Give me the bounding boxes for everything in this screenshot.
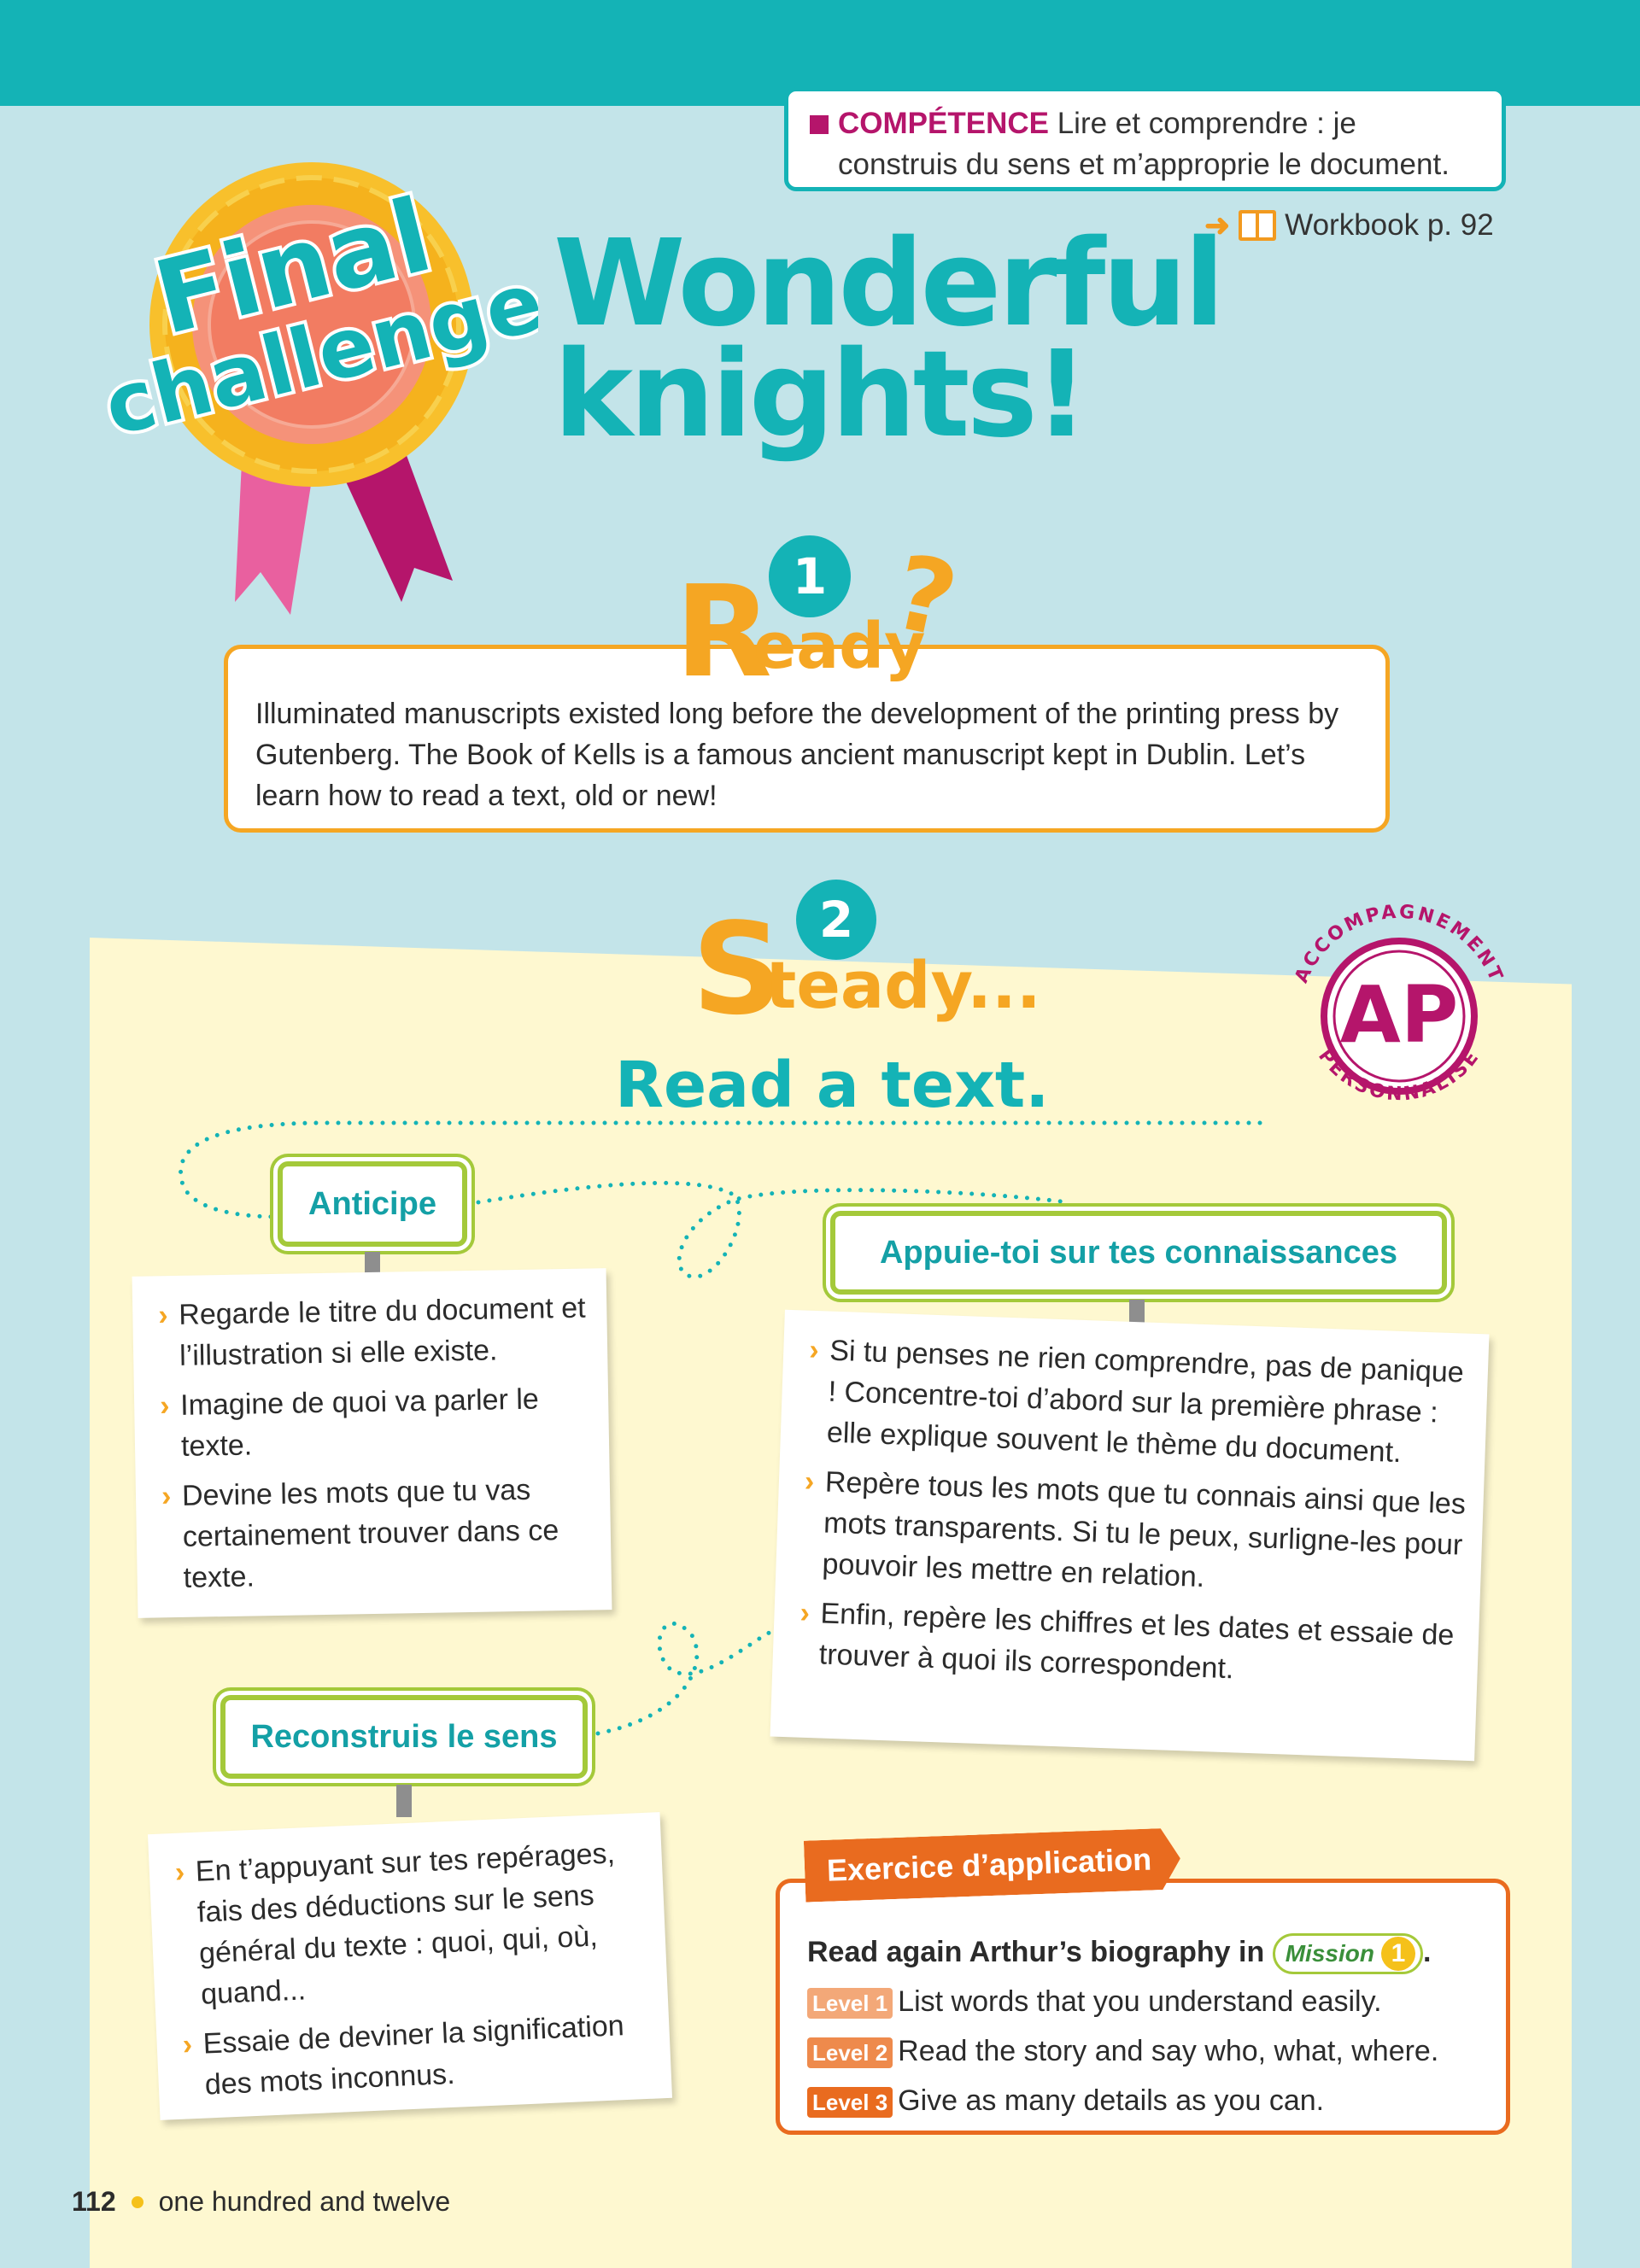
tag-reconstruis: Reconstruis le sens: [220, 1695, 588, 1779]
exercise-intro-line: Read again Arthur’s biography in Mission…: [807, 1927, 1485, 1977]
ready-rest: eady: [753, 610, 926, 683]
page-number-words: one hundred and twelve: [158, 2186, 451, 2217]
workbook-reference[interactable]: ➜ Workbook p. 92: [1204, 208, 1494, 243]
square-bullet-icon: [810, 115, 829, 134]
step-number-1: 1: [769, 535, 851, 617]
exercise-intro: Read again Arthur’s biography in: [807, 1936, 1265, 1968]
arrow-right-icon: ➜: [1204, 208, 1231, 243]
note-appuie: › Si tu penses ne rien comprendre, pas de…: [770, 1309, 1490, 1762]
chevron-right-icon: ›: [181, 2028, 193, 2061]
level-badge: Level 2: [807, 2037, 893, 2069]
ready-question-mark: ?: [883, 533, 967, 662]
mission-label: Mission: [1285, 1940, 1374, 1967]
level-badge: Level 3: [807, 2087, 893, 2119]
exercise-box: Read again Arthur’s biography in Mission…: [776, 1879, 1510, 2135]
level-row: Level 3 Give as many details as you can.: [807, 2076, 1485, 2125]
chevron-right-icon: ›: [799, 1596, 811, 1629]
page-title: Wonderful knights!: [554, 214, 1254, 465]
ready-box: Illuminated manuscripts existed long bef…: [224, 645, 1390, 833]
chevron-right-icon: ›: [808, 1333, 820, 1367]
book-icon: [1239, 210, 1277, 241]
ready-text: Illuminated manuscripts existed long bef…: [255, 698, 1339, 812]
note-item: › Si tu penses ne rien comprendre, pas de…: [805, 1330, 1472, 1476]
competence-text: Lire et comprendre : je construis du sen…: [838, 107, 1450, 181]
ap-letters: AP: [1340, 969, 1459, 1061]
mission-badge[interactable]: Mission 1: [1272, 1933, 1423, 1975]
rosette-icon: [149, 162, 474, 487]
note-item: › Imagine de quoi va parler le texte.: [159, 1382, 540, 1463]
ready-initial: R: [675, 558, 772, 705]
mission-number: 1: [1380, 1937, 1415, 1972]
level-row: Level 1 List words that you understand ea…: [807, 1977, 1485, 2026]
ap-seal: AP ACCOMPAGNEMENT PERSONNALISÉ: [1291, 902, 1504, 1106]
section-subtitle: Read a text.: [615, 1049, 1050, 1122]
steady-initial: S: [692, 896, 783, 1043]
chevron-right-icon: ›: [158, 1299, 169, 1332]
level-row: Level 2 Read the story and say who, what,…: [807, 2026, 1485, 2076]
title-line1: Wonderful: [554, 214, 1225, 354]
level-text: Give as many details as you can.: [898, 2084, 1325, 2117]
tag-appuie: Appuie-toi sur tes connaissances: [830, 1211, 1447, 1295]
note-reconstruis: › En t’appuyant sur tes repérages, fais d…: [147, 1812, 673, 2120]
tag-stem: [1129, 1300, 1145, 1327]
step-number-2: 2: [796, 880, 876, 960]
note-item: › En t’appuyant sur tes repérages, fais d…: [174, 1837, 616, 2011]
steady-heading: 2 S teady...: [692, 880, 1041, 1043]
page-footer: 112 one hundred and twelve: [72, 2186, 450, 2218]
note-item: › Regarde le titre du document et l’illus…: [158, 1291, 586, 1372]
note-anticipe: › Regarde le titre du document et l’illus…: [132, 1268, 612, 1618]
level-text: List words that you understand easily.: [898, 1985, 1382, 2018]
exercise-tab: Exercice d’application: [804, 1827, 1181, 1902]
chevron-right-icon: ›: [159, 1389, 170, 1423]
workbook-label: Workbook p. 92: [1285, 208, 1494, 242]
title-line2: knights!: [554, 325, 1089, 465]
bullet-dot-icon: [131, 2195, 144, 2208]
competence-keyword: COMPÉTENCE: [838, 107, 1049, 140]
chevron-right-icon: ›: [804, 1464, 815, 1499]
page-number: 112: [72, 2186, 116, 2217]
chevron-right-icon: ›: [174, 1856, 186, 1889]
note-item: › Repère tous les mots que tu connais ain…: [801, 1461, 1467, 1607]
chevron-right-icon: ›: [161, 1480, 172, 1513]
tag-stem: [365, 1252, 380, 1277]
note-item: › Enfin, repère les chiffres et les dates…: [798, 1593, 1462, 1698]
ready-heading: 1 R eady ?: [675, 533, 967, 696]
note-item: › Essaie de deviner la signification des …: [181, 2009, 625, 2101]
tag-anticipe: Anticipe: [278, 1161, 467, 1247]
tag-stem: [396, 1785, 412, 1817]
note-item: › Devine les mots que tu vas certainement…: [161, 1473, 559, 1594]
competence-box: COMPÉTENCE Lire et comprendre : je const…: [784, 87, 1506, 191]
steady-rest: teady...: [765, 947, 1041, 1023]
final-challenge-badge: Final challenge: [91, 162, 538, 615]
level-badge: Level 1: [807, 1988, 893, 2020]
level-text: Read the story and say who, what, where.: [898, 2035, 1439, 2067]
